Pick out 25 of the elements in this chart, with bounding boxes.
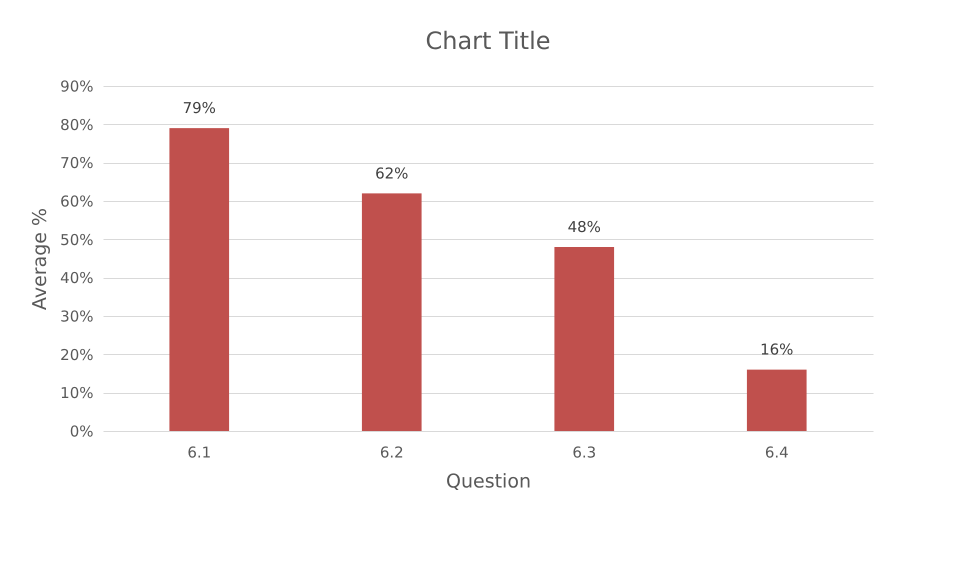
y-tick-label: 50%: [60, 230, 94, 249]
data-label: 79%: [182, 99, 216, 118]
bar: [362, 193, 422, 431]
y-tick-label: 40%: [60, 269, 94, 288]
data-label: 48%: [568, 218, 601, 236]
y-tick-label: 30%: [60, 308, 94, 326]
data-label: 62%: [375, 164, 408, 182]
y-tick-label: 10%: [60, 384, 94, 402]
y-tick-label: 60%: [60, 192, 94, 210]
chart-title: Chart Title: [425, 27, 551, 55]
x-tick-label: 6.4: [764, 444, 789, 462]
y-tick-label: 70%: [60, 154, 94, 172]
x-tick-label: 6.2: [380, 444, 404, 462]
data-label: 16%: [760, 340, 794, 359]
y-tick-label: 20%: [60, 346, 94, 364]
y-tick-label: 80%: [60, 116, 94, 134]
bar: [169, 128, 230, 431]
bar: [746, 370, 807, 431]
x-tick-label: 6.1: [187, 444, 212, 462]
y-tick-label: 0%: [70, 422, 94, 440]
x-tick-label: 6.3: [572, 444, 596, 462]
y-tick-label: 90%: [60, 78, 94, 96]
bar: [554, 247, 614, 431]
x-axis-title: Question: [446, 470, 531, 492]
y-axis-title: Average %: [29, 208, 52, 310]
